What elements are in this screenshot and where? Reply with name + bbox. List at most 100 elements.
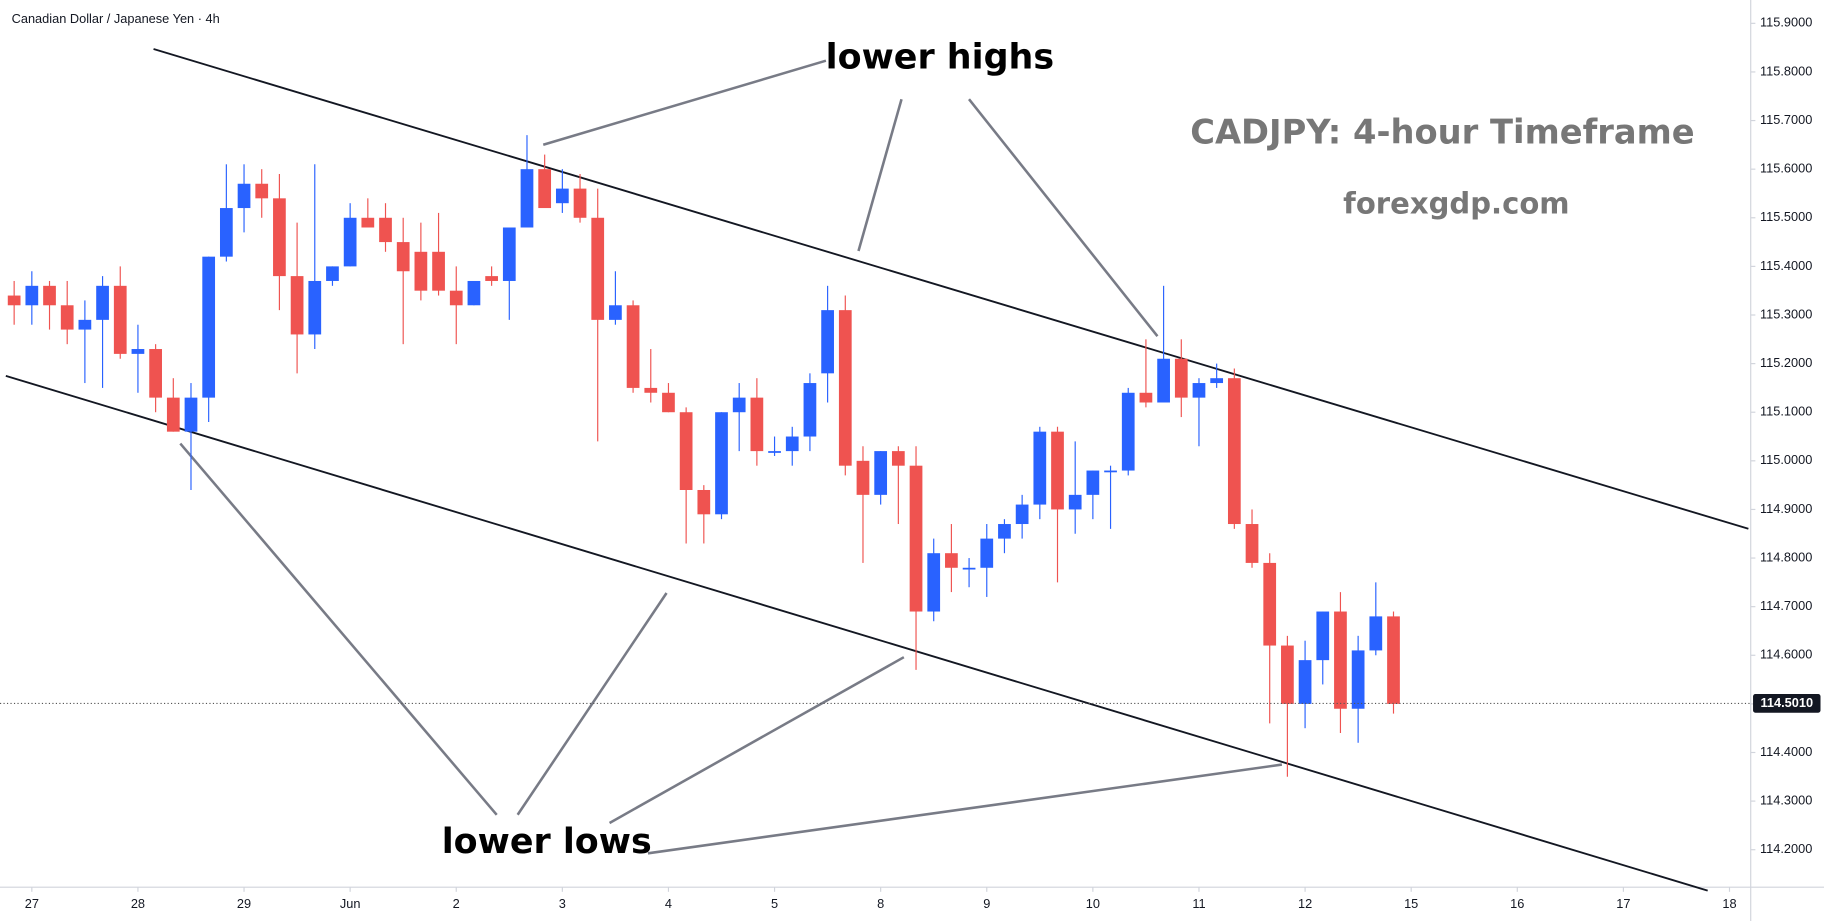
candle-body [644,387,658,393]
x-tick-label: 2 [453,896,460,911]
candle-body [856,460,870,495]
y-tick-label: 115.3000 [1760,306,1812,321]
candle-body [626,305,640,388]
channel [5,48,1749,892]
pointers [179,59,1283,855]
candle-body [273,198,286,277]
candle-body [927,553,941,612]
candle-body [821,310,834,374]
annotation: forexgdp.com [1343,186,1569,220]
y-tick-label: 115.9000 [1760,15,1812,30]
candle-body [909,465,923,612]
candle-body [308,280,322,335]
candle-body [131,349,145,354]
candle-body [449,290,463,306]
candle-body [1245,524,1259,563]
candle-body [945,553,958,568]
candle-body [1351,650,1365,709]
candle-body [255,183,269,199]
candle-body [803,383,817,437]
pointer [516,592,668,816]
x-tick-label: 17 [1616,896,1630,911]
candle-body [25,285,39,306]
candle-body [555,188,569,204]
candle-body [361,217,375,228]
last-price-label: 114.5010 [1760,695,1813,710]
candle-body [96,285,109,320]
candle-body [1104,470,1117,473]
annotation: lower lows [442,822,652,862]
y-tick-label: 115.5000 [1760,209,1812,224]
candle-body [343,217,357,267]
annotation: lower highs [826,37,1054,77]
candle-body [591,217,605,320]
x-tick-label: 27 [25,896,39,911]
candle-body [1157,358,1170,403]
y-tick-label: 115.8000 [1760,63,1812,78]
lower-trendline [5,374,1708,892]
y-tick-label: 115.0000 [1760,452,1812,467]
y-tick-label: 115.7000 [1760,112,1812,127]
candle-body [290,276,304,335]
x-tick-label: Jun [340,896,361,911]
candle-body [750,397,764,452]
x-tick-label: 5 [771,896,778,911]
candle-body [962,567,976,570]
candle-body [1121,392,1135,471]
x-tick-label: 15 [1404,896,1418,911]
y-tick-label: 114.3000 [1760,792,1812,807]
candle-body [414,251,428,291]
y-tick-label: 114.7000 [1760,598,1812,613]
candle-body [838,310,852,466]
x-tick-label: 9 [983,896,990,911]
y-tick-label: 114.8000 [1760,549,1812,564]
y-tick-label: 114.6000 [1760,647,1812,662]
candle-body [1033,431,1047,505]
candle-body [219,208,233,257]
candle-body [43,285,56,306]
candle-body [1369,616,1383,651]
candle-body [715,412,728,515]
y-tick-label: 114.2000 [1760,841,1812,856]
x-tick-label: 29 [237,896,251,911]
candle-body [609,305,622,320]
candle-body [1210,378,1224,384]
candle-body [1192,383,1206,398]
x-tick-label: 11 [1192,896,1205,911]
candle-body [1139,392,1153,403]
candle-body [113,285,127,354]
candle-body [998,524,1011,539]
y-tick-label: 115.6000 [1760,161,1812,176]
candle-body [379,217,392,243]
y-tick-label: 115.2000 [1760,355,1812,370]
upper-trendline [153,48,1749,530]
x-tick-label: 3 [559,896,566,911]
candle-body [679,412,693,490]
candle-body [538,169,552,209]
y-tick-label: 114.9000 [1760,501,1812,516]
pointer [542,59,827,146]
candle-body [467,280,481,306]
candle-body [1387,616,1400,704]
x-tick-label: 18 [1722,896,1736,911]
annotation: CADJPY: 4-hour Timeframe [1190,113,1694,152]
candle-body [1334,611,1347,709]
x-tick-label: 28 [131,896,145,911]
pointer [967,98,1159,337]
candle-body [1086,470,1100,495]
x-tick-label: 12 [1298,896,1312,911]
pointer [608,656,905,825]
candle-body [1068,494,1082,510]
y-tick-label: 115.1000 [1760,404,1812,419]
candle-body [662,392,675,413]
candle-body [785,436,799,452]
candle-body [502,227,516,281]
candle-body [485,276,498,281]
candle-body [874,451,888,495]
candle-body [1227,378,1241,525]
candle-body [432,251,445,291]
candle-body [166,397,180,432]
x-tick-label: 8 [877,896,884,911]
candle-body [768,451,781,453]
